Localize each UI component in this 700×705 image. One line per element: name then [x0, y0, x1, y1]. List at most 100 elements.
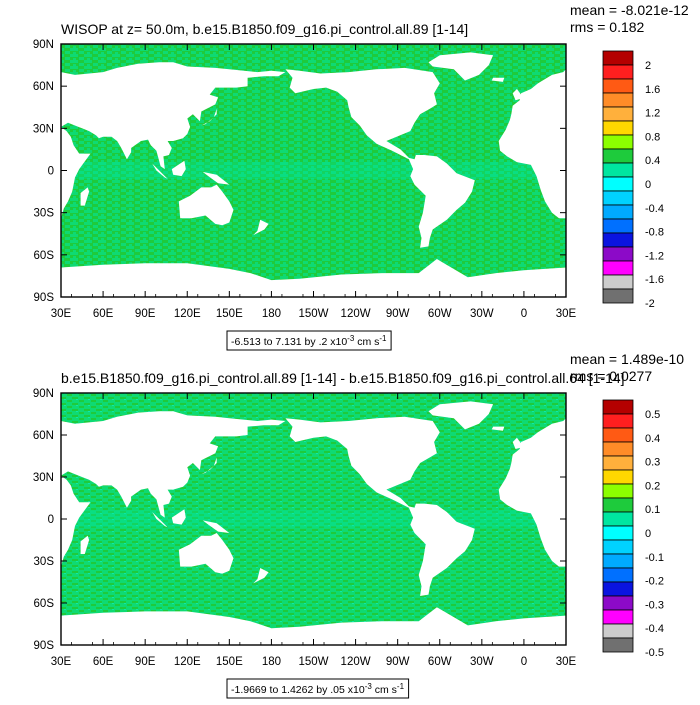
land-sumatra — [152, 512, 168, 528]
land-nz — [253, 568, 269, 584]
x-tick-label: 90E — [135, 308, 156, 320]
x-tick-label: 30E — [556, 308, 577, 320]
y-tick-label: 30S — [34, 556, 55, 568]
y-tick-label: 60N — [33, 430, 54, 442]
y-tick-label: 90S — [34, 640, 55, 652]
colorbar-swatch — [602, 511, 634, 527]
colorbar-swatch — [602, 399, 634, 415]
colorbar-label: 0.3 — [645, 457, 660, 469]
colorbar-label: -0.5 — [645, 647, 664, 659]
chart-title: WISOP at z= 50.0m, b.e15.B1850.f09_g16.p… — [61, 21, 468, 37]
colorbar-label: -0.4 — [645, 623, 664, 635]
colorbar-swatch — [602, 106, 634, 122]
x-tick-label: 30E — [556, 656, 577, 668]
colorbar-swatch — [602, 483, 634, 499]
colorbar-label: -0.2 — [645, 576, 664, 588]
colorbar-swatch — [602, 64, 634, 80]
colorbar-swatch — [602, 120, 634, 136]
colorbar-swatch — [602, 441, 634, 457]
colorbar-label: -0.3 — [645, 599, 664, 611]
x-tick-label: 90E — [135, 656, 156, 668]
x-tick-label: 120W — [341, 656, 371, 668]
y-tick-label: 30N — [33, 472, 54, 484]
x-tick-label: 150W — [298, 656, 328, 668]
x-tick-label: 0 — [521, 308, 527, 320]
chart-panel-2: 30E 60E 90E 120E 150E 180 150W 120W 90W 60W 30W 0 30… — [33, 351, 684, 699]
contour-range-box — [226, 330, 392, 351]
x-tick-label: 30W — [470, 308, 494, 320]
y-tick-label: 60N — [33, 81, 54, 93]
x-tick-label: 120W — [341, 308, 371, 320]
y-tick-label: 60S — [34, 598, 55, 610]
equatorial-band — [61, 510, 566, 528]
colorbar-label: 0.8 — [645, 131, 660, 143]
x-tick-label: 120E — [174, 308, 201, 320]
colorbar-label: -0.1 — [645, 552, 664, 564]
land-madagascar — [80, 535, 90, 554]
colorbar-label: 1.6 — [645, 84, 660, 96]
chart-title: b.e15.B1850.f09_g16.pi_control.all.89 [1… — [61, 370, 625, 386]
land-greenland — [428, 401, 494, 430]
y-tick-label: 0 — [48, 166, 54, 178]
contour-range-label: -6.513 to 7.131 by .2 x10-3 cm s-1 — [231, 334, 387, 348]
colorbar-label: 0.1 — [645, 504, 660, 516]
colorbar-label: 0.2 — [645, 480, 660, 492]
x-tick-label: 60E — [93, 656, 114, 668]
land-asia — [61, 62, 286, 170]
colorbar-swatch — [602, 595, 634, 611]
x-tick-label: 30W — [470, 656, 494, 668]
colorbar-swatch — [602, 162, 634, 178]
land-newguinea — [202, 171, 230, 185]
land-uk — [512, 89, 522, 101]
colorbar-swatch — [602, 567, 634, 583]
y-tick-label: 90N — [33, 388, 54, 400]
y-tick-label: 60S — [34, 250, 55, 262]
x-tick-label: 90W — [386, 308, 410, 320]
colorbar-label: 1.2 — [645, 108, 660, 120]
land-americas — [285, 416, 475, 596]
colorbar-label: 0.4 — [645, 433, 660, 445]
colorbar-swatch — [602, 232, 634, 248]
rms-label: rms = 0.182 — [570, 19, 645, 35]
land-eastafr — [61, 475, 91, 567]
mean-label: mean = -8.021e-12 — [570, 2, 689, 18]
colorbar-label: -2 — [645, 298, 655, 310]
land-asia — [61, 411, 286, 518]
colorbar-swatch — [602, 497, 634, 513]
colorbar-swatch — [602, 50, 634, 66]
colorbar-swatch — [602, 553, 634, 569]
land-americas — [285, 67, 475, 248]
colorbar-swatch — [602, 581, 634, 597]
land-australia — [178, 184, 234, 226]
x-tick-label: 150W — [298, 308, 328, 320]
colorbar-swatch — [602, 134, 634, 150]
colorbar-swatch — [602, 413, 634, 429]
colorbar-label: 0.4 — [645, 155, 660, 167]
colorbar-swatch — [602, 274, 634, 290]
x-tick-label: 60W — [428, 656, 452, 668]
colorbar-swatch — [602, 539, 634, 555]
land-sumatra — [152, 163, 168, 179]
land-afroeurasia — [498, 69, 566, 219]
y-tick-label: 30N — [33, 123, 54, 135]
x-tick-label: 120E — [174, 656, 201, 668]
x-tick-label: 150E — [216, 656, 243, 668]
land-iceland — [491, 77, 505, 82]
colorbar-swatch — [602, 427, 634, 443]
colorbar-swatch — [602, 148, 634, 164]
land-borneo — [171, 509, 186, 525]
mean-label: mean = 1.489e-10 — [570, 351, 684, 367]
colorbar-swatch — [602, 204, 634, 220]
x-tick-label: 0 — [521, 656, 527, 668]
contour-range-label: -1.9669 to 1.4262 by .05 x10-3 cm s-1 — [231, 682, 405, 696]
colorbar-label: 0.5 — [645, 409, 660, 421]
land-australia — [178, 533, 234, 574]
y-tick-label: 90S — [34, 292, 55, 304]
x-tick-label: 30E — [51, 308, 72, 320]
land-afroeurasia — [498, 418, 566, 567]
y-tick-label: 90N — [33, 39, 54, 51]
x-tick-label: 150E — [216, 308, 243, 320]
land-madagascar — [80, 187, 90, 206]
x-tick-label: 30E — [51, 656, 72, 668]
